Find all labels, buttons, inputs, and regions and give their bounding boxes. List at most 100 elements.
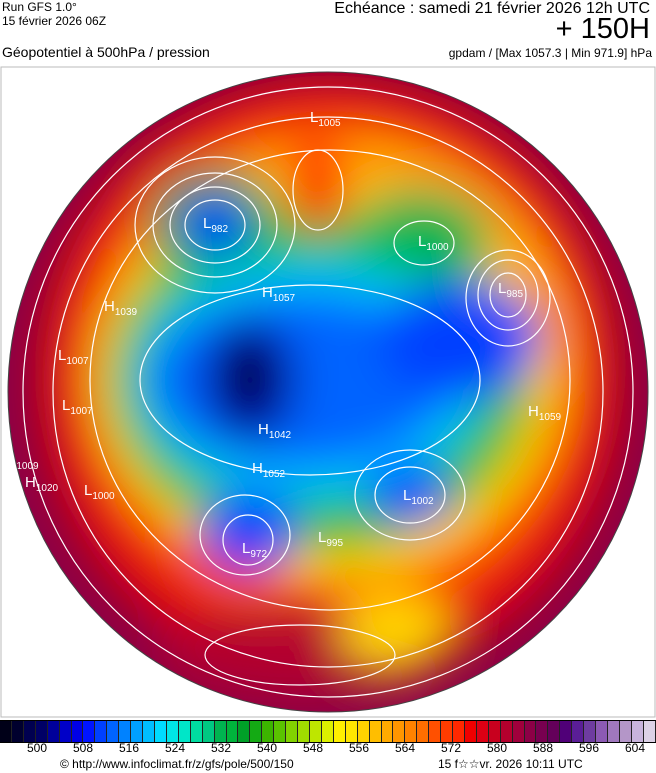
color-swatch xyxy=(190,721,203,742)
low-pressure-label: L1005 xyxy=(310,109,341,129)
tick-label: 532 xyxy=(210,741,232,755)
color-swatch xyxy=(619,721,632,742)
color-swatch xyxy=(643,721,656,742)
map-edge xyxy=(7,71,649,713)
color-swatch xyxy=(500,721,513,742)
parameter-title: Géopotentiel à 500hPa / pression xyxy=(2,44,210,60)
color-swatch xyxy=(321,721,334,742)
high-pressure-label: H1020 xyxy=(25,474,59,494)
color-swatch xyxy=(369,721,382,742)
high-pressure-label: H1039 xyxy=(104,298,138,318)
color-swatch xyxy=(596,721,609,742)
color-swatch xyxy=(405,721,418,742)
color-swatch xyxy=(488,721,501,742)
high-pressure-label: H1042 xyxy=(258,421,292,441)
color-swatch xyxy=(71,721,84,742)
high-pressure-label: H1057 xyxy=(262,284,296,304)
color-swatch xyxy=(238,721,251,742)
low-pressure-label: L1007 xyxy=(62,397,93,417)
isobars xyxy=(22,86,634,698)
color-swatch xyxy=(476,721,489,742)
tick-label: 596 xyxy=(578,741,600,755)
color-swatch xyxy=(83,721,96,742)
tick-label: 580 xyxy=(486,741,508,755)
color-swatch xyxy=(154,721,167,742)
low-pressure-label: L1000 xyxy=(84,482,115,502)
source-url[interactable]: © http://www.infoclimat.fr/z/gfs/pole/50… xyxy=(60,757,294,771)
tick-label: 548 xyxy=(302,741,324,755)
color-swatch xyxy=(512,721,525,742)
color-swatch xyxy=(47,721,60,742)
color-swatch xyxy=(250,721,263,742)
color-swatch xyxy=(131,721,144,742)
color-swatch xyxy=(274,721,287,742)
tick-label: 564 xyxy=(394,741,416,755)
tick-label: 572 xyxy=(440,741,462,755)
color-swatch xyxy=(417,721,430,742)
run-date: 15 février 2026 06Z xyxy=(2,14,107,28)
valid-time: Echéance : samedi 21 février 2026 12h UT… xyxy=(334,0,650,17)
polar-map: L1005 L982 H1057 H1039 L1000 L985 L1007 L1007 H1… xyxy=(0,66,656,718)
low-pressure-label: L972 xyxy=(242,540,267,560)
map-frame xyxy=(0,66,656,718)
color-swatch xyxy=(608,721,620,742)
color-swatch xyxy=(35,721,48,742)
low-pressure-label: L1007 xyxy=(58,347,89,367)
tick-label: 524 xyxy=(164,741,186,755)
tick-label: 500 xyxy=(26,741,48,755)
color-swatch xyxy=(23,721,36,742)
color-swatch xyxy=(309,721,322,742)
color-swatch xyxy=(393,721,406,742)
run-label: Run GFS 1.0° xyxy=(2,0,77,14)
generated-time: 15 f☆☆vr. 2026 10:11 UTC xyxy=(438,757,583,771)
tick-label: 588 xyxy=(532,741,554,755)
color-swatch xyxy=(202,721,215,742)
color-swatch xyxy=(464,721,477,742)
tick-label: 516 xyxy=(118,741,140,755)
pressure-centers: L1005 L982 H1057 H1039 L1000 L985 L1007 L1007 H1… xyxy=(8,109,562,560)
color-swatch xyxy=(584,721,597,742)
lead-time: + 150H xyxy=(555,13,650,45)
color-swatch xyxy=(357,721,370,742)
low-pressure-label: L995 xyxy=(318,529,343,549)
color-swatch xyxy=(119,721,132,742)
color-swatch xyxy=(214,721,227,742)
units-minmax: gpdam / [Max 1057.3 | Min 971.9] hPa xyxy=(448,46,652,60)
color-swatch xyxy=(107,721,120,742)
low-pressure-label: L1000 xyxy=(418,233,449,253)
color-swatch xyxy=(631,721,644,742)
color-swatch xyxy=(0,721,12,742)
color-swatch xyxy=(453,721,465,742)
low-pressure-label: L985 xyxy=(498,280,523,300)
color-swatch xyxy=(345,721,358,742)
tick-label: 604 xyxy=(624,741,646,755)
color-swatch xyxy=(178,721,191,742)
color-scale xyxy=(0,720,656,743)
tick-label: 508 xyxy=(72,741,94,755)
low-pressure-label: L982 xyxy=(203,215,228,235)
color-swatch xyxy=(536,721,549,742)
color-swatch xyxy=(226,721,239,742)
color-swatch xyxy=(59,721,72,742)
color-swatch xyxy=(381,721,394,742)
color-swatch xyxy=(524,721,537,742)
color-swatch xyxy=(143,721,155,742)
tick-label: 556 xyxy=(348,741,370,755)
color-swatch xyxy=(298,721,310,742)
color-swatch xyxy=(572,721,585,742)
tick-label: 540 xyxy=(256,741,278,755)
high-pressure-label: H1059 xyxy=(528,403,562,423)
low-pressure-label: L1002 xyxy=(403,487,434,507)
high-pressure-label: H1052 xyxy=(252,460,286,480)
color-swatch xyxy=(11,721,24,742)
color-swatch xyxy=(560,721,573,742)
color-swatch xyxy=(262,721,275,742)
color-swatch xyxy=(333,721,346,742)
color-swatch xyxy=(441,721,454,742)
color-scale-ticks: 500 508 516 524 532 540 548 556 564 572 580 588 596 6… xyxy=(0,741,656,757)
color-swatch xyxy=(429,721,442,742)
color-swatch xyxy=(548,721,561,742)
color-swatch xyxy=(166,721,179,742)
color-swatch xyxy=(286,721,299,742)
color-swatch xyxy=(95,721,108,742)
